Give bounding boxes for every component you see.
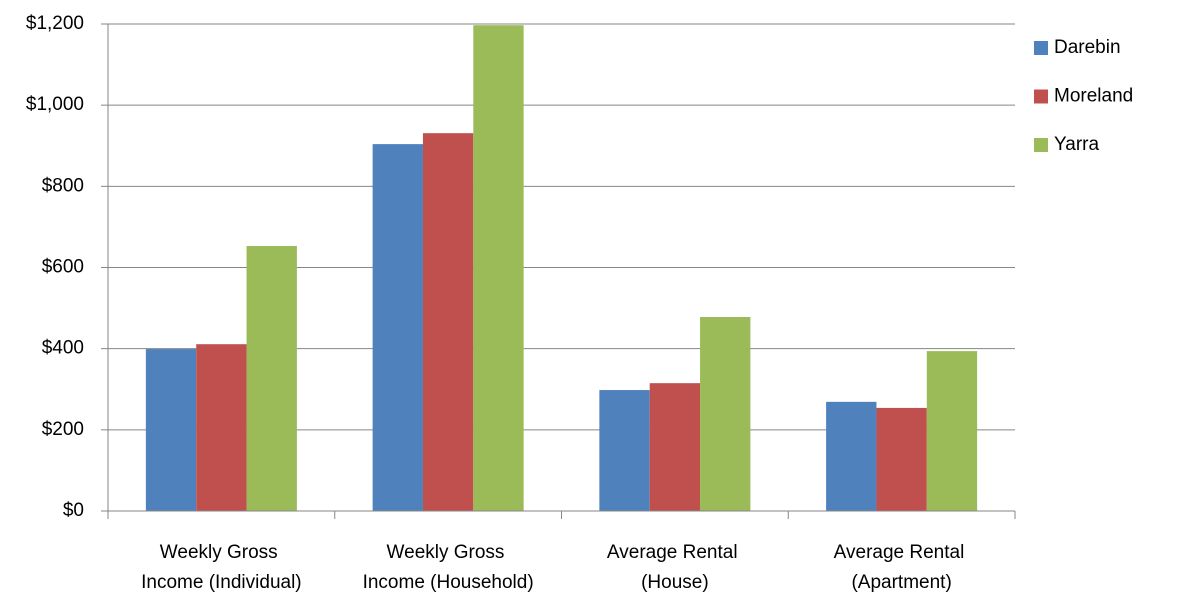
x-tick-label-line: Weekly Gross: [387, 542, 510, 563]
y-tick-label: $600: [42, 257, 84, 278]
bar: [826, 401, 877, 511]
y-tick-label: $200: [42, 419, 84, 440]
x-tick-label-line: Average Rental: [607, 542, 743, 563]
x-tick-label: Weekly Gross Income (Individual): [141, 542, 302, 593]
y-tick-label: $1,200: [26, 13, 84, 34]
y-tick-label: $1,000: [26, 94, 84, 115]
bar: [422, 133, 474, 511]
x-tick-label-line: (House): [641, 572, 709, 593]
bar: [599, 390, 650, 511]
y-tick-label: $800: [42, 175, 84, 196]
x-tick-label-line: Average Rental: [834, 542, 970, 563]
x-tick-label-line: Weekly Gross: [160, 542, 283, 563]
bar: [700, 317, 751, 511]
x-tick-label-line: Income (Household): [363, 572, 534, 593]
y-tick-label: $400: [42, 338, 84, 359]
y-tick-label: $0: [63, 500, 84, 521]
legend-swatch: [1034, 138, 1048, 152]
legend-label: Darebin: [1054, 37, 1121, 58]
bar: [876, 407, 927, 511]
legend-swatch: [1034, 41, 1048, 55]
bar: [926, 351, 978, 511]
x-tick-label: Weekly Gross Income (Household): [363, 542, 534, 593]
bar: [649, 383, 701, 511]
x-tick-label: Average Rental (House): [607, 542, 743, 593]
bar: [372, 144, 423, 512]
bar: [196, 344, 247, 511]
bar: [145, 349, 197, 511]
legend-label: Moreland: [1054, 86, 1133, 107]
x-tick-label: Average Rental (Apartment): [834, 542, 970, 593]
legend-swatch: [1034, 89, 1048, 104]
x-tick-label-line: Income (Individual): [141, 572, 302, 593]
x-tick-label-line: (Apartment): [851, 572, 951, 593]
bar: [246, 245, 297, 511]
bar: [473, 25, 524, 512]
legend-label: Yarra: [1054, 134, 1099, 155]
